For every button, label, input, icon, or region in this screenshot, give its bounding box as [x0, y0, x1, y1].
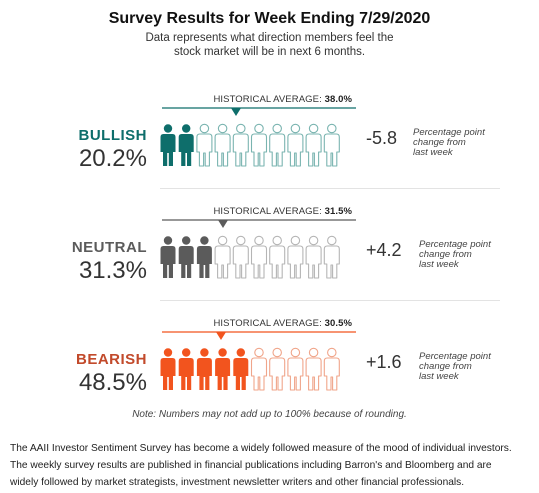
weekly-change-note: Percentage point change from last week: [419, 352, 519, 382]
person-icon-outline: [305, 347, 322, 391]
historical-average-pointer: [231, 108, 241, 116]
person-icon-outline: [232, 235, 249, 279]
historical-average: HISTORICAL AVERAGE: 38.0%: [160, 94, 356, 117]
person-icon-outline: [269, 123, 286, 167]
person-icon-outline: [305, 123, 322, 167]
historical-average-value: 38.0%: [324, 94, 352, 105]
chart-subtitle: Data represents what direction members f…: [0, 31, 539, 59]
person-icon-filled: [178, 236, 194, 278]
weekly-change: -5.8: [366, 128, 398, 148]
person-icon-outline: [214, 123, 231, 167]
person-icon-filled: [178, 348, 194, 390]
person-icon-outline: [323, 123, 340, 167]
subtitle-line-2: stock market will be in next 6 months.: [173, 46, 366, 58]
person-icon-outline: [323, 235, 340, 279]
person-icon-outline: [232, 123, 249, 167]
historical-average-marker: [162, 219, 356, 228]
footer-line: widely followed by market strategists, i…: [10, 477, 465, 488]
person-icon-outline: [269, 347, 286, 391]
historical-average-pointer: [218, 220, 228, 228]
historical-average-marker: [162, 331, 356, 340]
weekly-change-note: Percentage point change from last week: [419, 240, 519, 270]
footer-line: The AAII Investor Sentiment Survey has b…: [10, 443, 512, 454]
person-icon-filled: [233, 348, 249, 390]
historical-average-label: HISTORICAL AVERAGE:: [213, 94, 322, 105]
person-icon-filled: [160, 236, 176, 278]
person-icon-outline: [250, 347, 268, 391]
change-note-line: Percentage point: [413, 127, 485, 138]
sentiment-row-bullish: HISTORICAL AVERAGE: 38.0% BULLISH 20.2% …: [0, 94, 539, 207]
person-icon-outline: [305, 235, 322, 279]
person-icon-outline: [323, 347, 340, 391]
person-icon-filled: [178, 124, 194, 166]
person-icon-filled: [160, 348, 176, 390]
sentiment-percent: 48.5%: [78, 369, 147, 396]
sentiment-label: BEARISH: [75, 351, 147, 368]
row-divider: [160, 300, 500, 301]
person-icon-outline: [196, 123, 213, 167]
sentiment-label: BULLISH: [78, 127, 147, 144]
sentiment-row-bearish: HISTORICAL AVERAGE: 30.5% BEARISH 48.5% …: [0, 318, 539, 431]
historical-average-value: 31.5%: [324, 206, 352, 217]
footer-line: The weekly survey results are published …: [10, 460, 492, 471]
person-icon-filled: [160, 124, 176, 166]
sentiment-row-neutral: HISTORICAL AVERAGE: 31.5% NEUTRAL 31.3% …: [0, 206, 539, 319]
person-icon-filled: [196, 236, 212, 278]
historical-average-value: 30.5%: [324, 318, 352, 329]
person-icon-outline: [250, 123, 268, 167]
change-note-line: change from: [413, 137, 466, 148]
historical-average-label: HISTORICAL AVERAGE:: [213, 318, 322, 329]
change-note-line: last week: [419, 371, 459, 382]
weekly-change-note: Percentage point change from last week: [413, 128, 513, 158]
change-note-line: Percentage point: [419, 239, 491, 250]
people-icons: [160, 235, 340, 279]
historical-average: HISTORICAL AVERAGE: 31.5%: [160, 206, 356, 229]
historical-average-marker: [162, 107, 356, 116]
person-icon-filled: [196, 348, 212, 390]
rounding-note: Note: Numbers may not add up to 100% bec…: [132, 409, 407, 420]
change-note-line: last week: [419, 259, 459, 270]
footer-text: The AAII Investor Sentiment Survey has b…: [10, 440, 535, 491]
weekly-change: +1.6: [366, 352, 402, 372]
person-icon-outline: [287, 123, 304, 167]
weekly-change: +4.2: [366, 240, 402, 260]
person-icon-filled: [215, 348, 231, 390]
historical-average-pointer: [216, 332, 226, 340]
row-divider: [160, 188, 500, 189]
person-icon-outline: [287, 347, 304, 391]
change-note-line: Percentage point: [419, 351, 491, 362]
sentiment-label: NEUTRAL: [71, 239, 147, 256]
sentiment-percent: 20.2%: [78, 145, 147, 172]
person-icon-outline: [250, 235, 268, 279]
people-icons: [160, 123, 340, 167]
person-icon-outline: [214, 235, 231, 279]
historical-average-label: HISTORICAL AVERAGE:: [213, 206, 322, 217]
people-icons: [160, 347, 340, 391]
sentiment-percent: 31.3%: [78, 257, 147, 284]
historical-average: HISTORICAL AVERAGE: 30.5%: [160, 318, 356, 341]
change-note-line: change from: [419, 361, 472, 372]
person-icon-outline: [269, 235, 286, 279]
change-note-line: change from: [419, 249, 472, 260]
subtitle-line-1: Data represents what direction members f…: [145, 32, 394, 44]
person-icon-outline: [287, 235, 304, 279]
change-note-line: last week: [413, 147, 453, 158]
chart-title: Survey Results for Week Ending 7/29/2020: [108, 10, 431, 27]
